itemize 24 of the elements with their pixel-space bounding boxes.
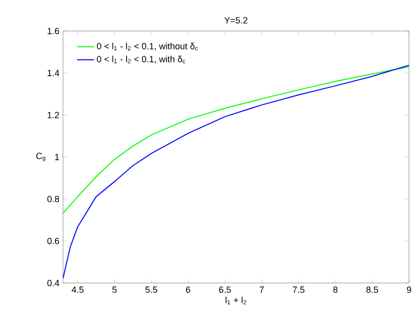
y-tick-label: 1.2 — [48, 112, 60, 118]
y-tick-label: 0.4 — [47, 280, 60, 286]
y-tick-label: 0.8 — [47, 196, 60, 202]
x-tick-label: 7.5 — [292, 286, 304, 293]
y-tick-label: 1.4 — [48, 70, 60, 76]
x-tick-label: 9 — [406, 286, 412, 293]
x-tick-label: 4.5 — [72, 286, 84, 293]
line-series — [63, 66, 409, 214]
chart-title: Y=5.2 — [224, 17, 248, 24]
x-tick-label: 8 — [333, 286, 338, 293]
y-axis-title: C$_{g}$ — [36, 152, 46, 162]
x-axis-title: l$_{1}$ + l$_{2}$ — [226, 296, 246, 304]
line-series — [63, 64, 409, 279]
x-tick-label: 6.5 — [219, 286, 231, 293]
y-tick-label: 1.6 — [48, 28, 60, 34]
x-tick-label: 5 — [112, 286, 117, 293]
y-tick-label: 1 — [55, 154, 60, 160]
legend-label: 0 < l$_{1}$ - l$_{2}$ < 0.1, with δ$_{c}$ — [96, 56, 186, 64]
x-tick-label: 7 — [260, 286, 264, 293]
x-tick-label: 6 — [186, 286, 190, 293]
x-tick-label: 5.5 — [145, 286, 158, 293]
legend-label: 0 < l$_{1}$ - l$_{2}$ < 0.1, without δ$_{c}$ — [96, 42, 198, 50]
x-tick-label: 8.5 — [366, 286, 378, 293]
y-tick-label: 0.6 — [47, 238, 60, 244]
